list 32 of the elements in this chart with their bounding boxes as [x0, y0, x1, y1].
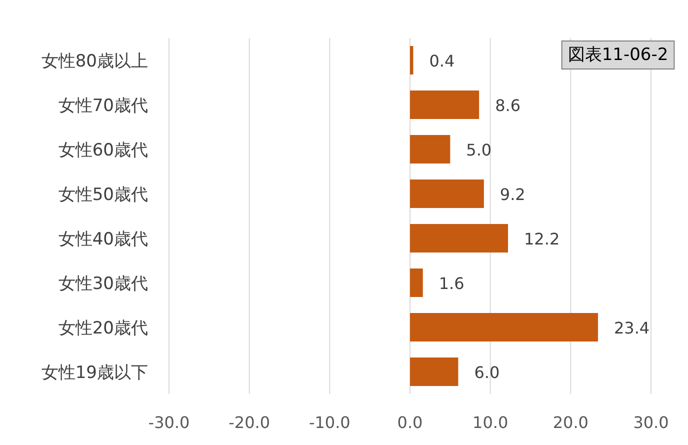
y-tick-label: 女性30歳代	[58, 274, 148, 294]
x-tick-label: 20.0	[552, 413, 588, 432]
bar	[410, 180, 484, 208]
data-label: 1.6	[438, 274, 464, 293]
data-label: 23.4	[614, 318, 650, 338]
bar	[410, 135, 450, 164]
annotation: 図表11-06-2	[568, 45, 668, 65]
x-tick-label: 30.0	[633, 413, 669, 432]
data-label: 6.0	[474, 362, 500, 382]
y-tick-label: 女性50歳代	[58, 184, 148, 205]
y-tick-label: 女性40歳代	[58, 229, 148, 250]
y-tick-label: 女性60歳代	[58, 140, 148, 160]
y-tick-label: 女性70歳代	[58, 96, 148, 116]
y-tick-label: 女性20歳代	[58, 318, 148, 338]
bar	[410, 46, 414, 74]
bar	[410, 224, 508, 252]
data-label: 8.6	[495, 96, 521, 115]
data-label: 0.4	[429, 51, 455, 70]
data-label: 5.0	[466, 140, 492, 160]
bar	[410, 358, 458, 386]
x-tick-label: -30.0	[148, 413, 190, 432]
x-tick-label: 0.0	[397, 413, 423, 432]
x-tick-label: 10.0	[472, 413, 508, 432]
data-label: 12.2	[524, 229, 560, 248]
data-label: 9.2	[500, 184, 526, 204]
x-tick-label: -10.0	[308, 413, 350, 432]
y-tick-label: 女性80歳以上	[41, 51, 148, 72]
bar	[410, 90, 480, 119]
y-tick-label: 女性19歳以下	[41, 362, 148, 383]
x-tick-label: -20.0	[228, 413, 270, 432]
bar	[410, 313, 598, 342]
bar	[410, 268, 423, 297]
